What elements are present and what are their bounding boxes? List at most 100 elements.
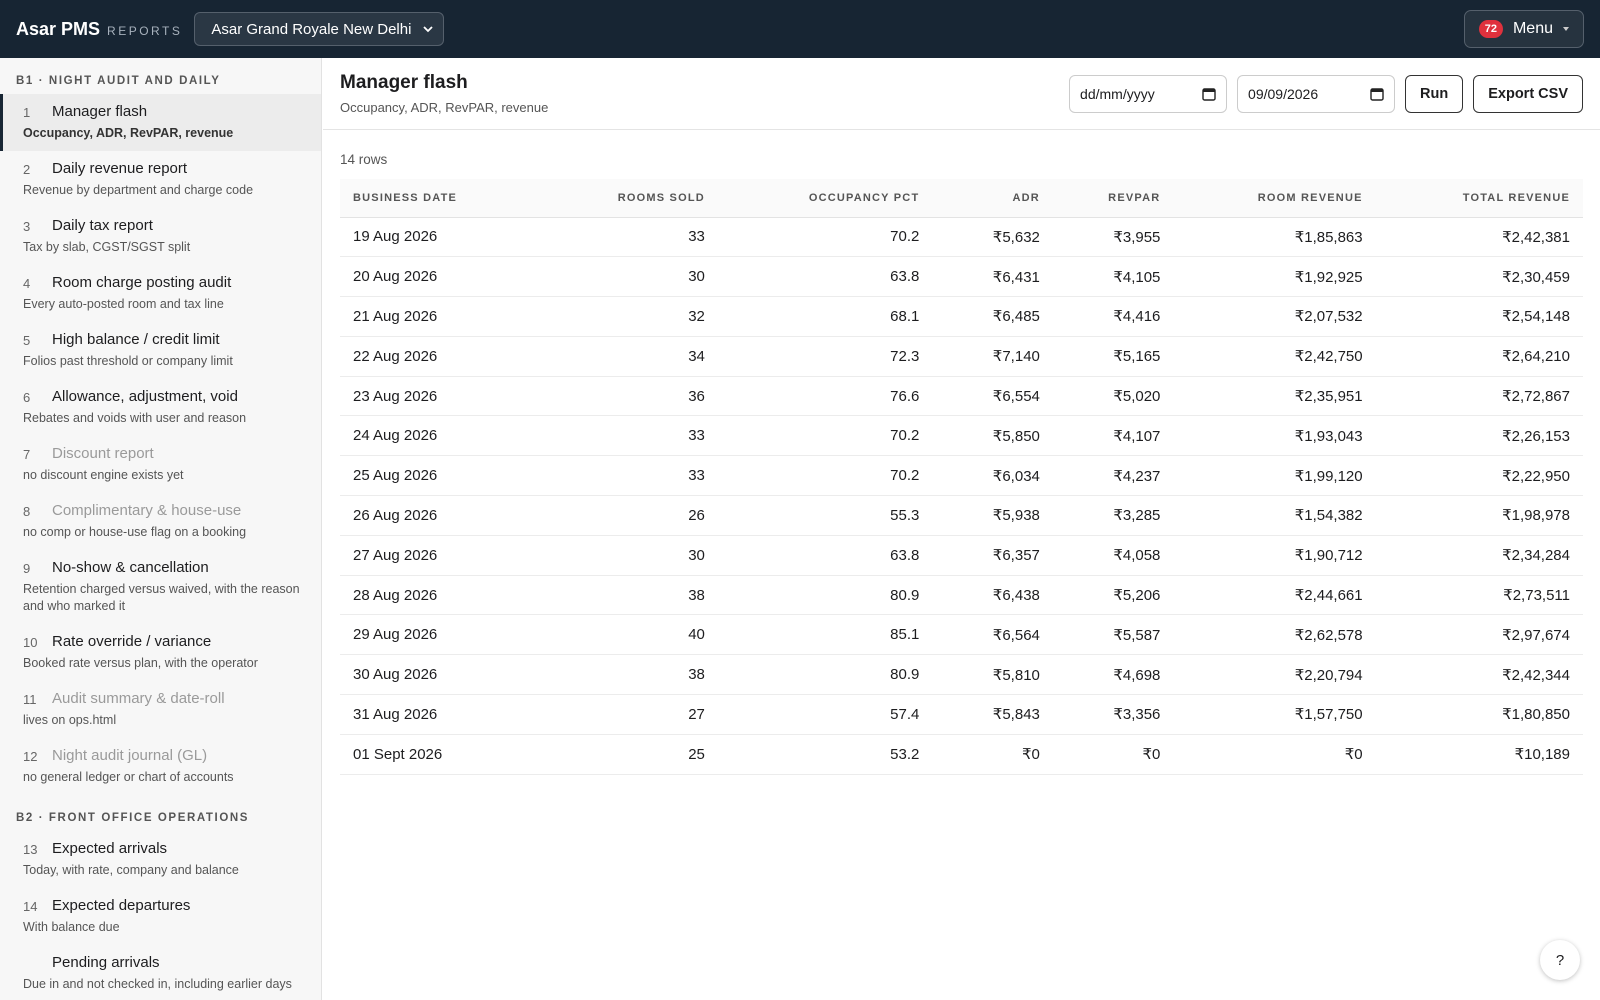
table-row: 25 Aug 2026 33 70.2 ₹6,034 ₹4,237 ₹1,99,120 ₹2… <box>340 455 1583 497</box>
table-cell: 27 Aug 2026 <box>340 535 524 576</box>
row-count: 14 rows <box>340 152 388 167</box>
table-row: 31 Aug 2026 27 57.4 ₹5,843 ₹3,356 ₹1,57,750 ₹1… <box>340 694 1583 735</box>
table-cell: 53.2 <box>717 734 933 775</box>
nav-item: 7 Discount report no discount engine exist… <box>0 436 321 493</box>
table-cell: 33 <box>523 415 718 457</box>
nav-item[interactable]: 6 Allowance, adjustment, void Rebates and … <box>0 379 321 436</box>
table-cell: ₹2,42,750 <box>1173 336 1376 377</box>
table-cell: 70.2 <box>717 415 933 457</box>
table-cell: 21 Aug 2026 <box>340 296 524 337</box>
controls: dd/mm/yyyy 09/09/2026 Run Export CSV <box>1059 74 1583 113</box>
nav-line: 3 Daily tax report <box>23 217 305 234</box>
nav-item[interactable]: 2 Daily revenue report Revenue by departme… <box>0 151 321 208</box>
nav-desc: no comp or house-use flag on a booking <box>23 525 247 539</box>
table-cell: ₹1,54,382 <box>1173 495 1376 536</box>
nav-label: Allowance, adjustment, void <box>52 388 238 405</box>
table-cell: ₹5,206 <box>1052 575 1174 616</box>
table-cell: ₹4,107 <box>1052 415 1174 457</box>
nav-label: Pending arrivals <box>52 954 160 971</box>
help-button[interactable]: ? <box>1540 940 1580 980</box>
table-cell: 01 Sept 2026 <box>340 734 524 775</box>
menu-label: Menu <box>1512 20 1553 37</box>
table-cell: ₹2,62,578 <box>1173 614 1376 656</box>
table-cell: 28 Aug 2026 <box>340 575 524 616</box>
table-cell: 80.9 <box>717 575 933 616</box>
column-header: ROOMS SOLD <box>523 179 718 218</box>
export-button[interactable]: Export CSV <box>1473 74 1583 113</box>
table-cell: 25 Aug 2026 <box>340 455 524 497</box>
chevron <box>423 26 434 33</box>
table-row: 23 Aug 2026 36 76.6 ₹6,554 ₹5,020 ₹2,35,951 ₹2… <box>340 376 1583 417</box>
property-select[interactable]: Asar Grand Royale New Delhi <box>194 12 445 46</box>
table-cell: 26 <box>523 495 718 536</box>
table-cell: ₹6,357 <box>932 535 1053 576</box>
nav-item[interactable]: 9 No-show & cancellation Retention charged… <box>0 550 321 624</box>
table-cell: 30 Aug 2026 <box>340 654 524 696</box>
nav-item[interactable]: 4 Room charge posting audit Every auto-pos… <box>0 265 321 322</box>
table-cell: 23 Aug 2026 <box>340 376 524 417</box>
table-cell: ₹5,020 <box>1052 376 1174 417</box>
table-row: 30 Aug 2026 38 80.9 ₹5,810 ₹4,698 ₹2,20,794 ₹2… <box>340 654 1583 696</box>
nav-line: 9 No-show & cancellation <box>23 559 305 576</box>
nav-label: Room charge posting audit <box>52 274 232 291</box>
table-cell: ₹2,54,148 <box>1375 296 1583 337</box>
table-cell: ₹1,92,925 <box>1173 256 1376 298</box>
nav-item[interactable]: 10 Rate override / variance Booked rate ve… <box>0 624 321 681</box>
table-cell: ₹6,034 <box>932 455 1053 497</box>
table-cell: 63.8 <box>717 256 933 298</box>
table-cell: 76.6 <box>717 376 933 417</box>
nav-line: 6 Allowance, adjustment, void <box>23 388 305 405</box>
nav-line: 5 High balance / credit limit <box>23 331 305 348</box>
nav-item[interactable]: Pending arrivals Due in and not checked i… <box>0 945 321 1000</box>
table-cell: ₹2,26,153 <box>1375 415 1583 457</box>
table-cell: 68.1 <box>717 296 933 337</box>
column-header: REVPAR <box>1052 179 1174 218</box>
table-cell: 30 <box>523 256 718 298</box>
table-cell: ₹1,80,850 <box>1375 694 1583 735</box>
column-header: BUSINESS DATE <box>340 179 524 218</box>
table-cell: 24 Aug 2026 <box>340 415 524 457</box>
caret <box>1563 27 1569 31</box>
nav-item[interactable]: 3 Daily tax report Tax by slab, CGST/SGST … <box>0 208 321 265</box>
table-cell: ₹6,438 <box>932 575 1053 616</box>
table-cell: 55.3 <box>717 495 933 536</box>
table-row: 28 Aug 2026 38 80.9 ₹6,438 ₹5,206 ₹2,44,661 ₹2… <box>340 575 1583 616</box>
nav-label: Audit summary & date-roll <box>52 690 225 707</box>
report-title: Manager flash <box>340 72 468 93</box>
date-from[interactable]: dd/mm/yyyy <box>1069 74 1228 113</box>
report-header: Manager flash Occupancy, ADR, RevPAR, re… <box>323 58 1600 130</box>
nav-item[interactable]: 1 Manager flash Occupancy, ADR, RevPAR, re… <box>0 94 321 151</box>
nav-line: Pending arrivals <box>23 954 305 971</box>
nav-label: Discount report <box>52 445 154 462</box>
nav-label: Rate override / variance <box>52 633 212 650</box>
table-cell: 26 Aug 2026 <box>340 495 524 536</box>
nav-number: 3 <box>23 219 31 234</box>
nav-item: 8 Complimentary & house-use no comp or hou… <box>0 493 321 550</box>
nav-item[interactable]: 5 High balance / credit limit Folios past … <box>0 322 321 379</box>
report-subtitle: Occupancy, ADR, RevPAR, revenue <box>340 100 549 115</box>
table-cell: ₹1,90,712 <box>1173 535 1376 576</box>
table-cell: 80.9 <box>717 654 933 696</box>
table-row: 26 Aug 2026 26 55.3 ₹5,938 ₹3,285 ₹1,54,382 ₹1… <box>340 495 1583 536</box>
table-row: 29 Aug 2026 40 85.1 ₹6,564 ₹5,587 ₹2,62,578 ₹2… <box>340 614 1583 656</box>
table-cell: ₹6,554 <box>932 376 1053 417</box>
nav-item: 11 Audit summary & date-roll lives on ops.… <box>0 681 321 738</box>
table-cell: ₹2,35,951 <box>1173 376 1376 417</box>
nav-number <box>23 954 52 971</box>
table-cell: ₹7,140 <box>932 336 1053 377</box>
nav-desc: lives on ops.html <box>23 713 117 727</box>
run-button[interactable]: Run <box>1405 74 1464 113</box>
table-cell: 85.1 <box>717 614 933 656</box>
table-cell: ₹3,285 <box>1052 495 1174 536</box>
column-header: ADR <box>932 179 1053 218</box>
table-cell: ₹2,42,344 <box>1375 654 1583 696</box>
date-to[interactable]: 09/09/2026 <box>1237 74 1396 113</box>
nav-desc: With balance due <box>23 920 120 934</box>
table-cell: ₹5,938 <box>932 495 1053 536</box>
table-cell: ₹4,105 <box>1052 256 1174 298</box>
menu-button[interactable]: 72 Menu <box>1463 10 1584 48</box>
nav-item[interactable]: 13 Expected arrivals Today, with rate, com… <box>0 831 321 888</box>
table-cell: ₹3,356 <box>1052 694 1174 735</box>
nav-desc: Every auto-posted room and tax line <box>23 297 224 311</box>
nav-item[interactable]: 14 Expected departures With balance due <box>0 888 321 945</box>
